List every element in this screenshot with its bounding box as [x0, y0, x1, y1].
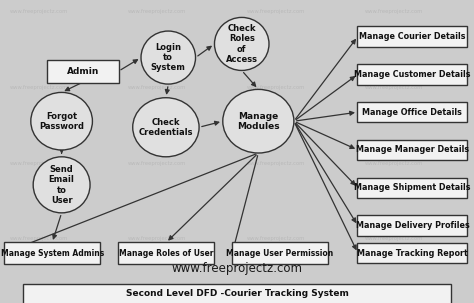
- FancyBboxPatch shape: [357, 26, 467, 47]
- Text: Manage System Admins: Manage System Admins: [0, 248, 104, 258]
- Ellipse shape: [33, 157, 90, 213]
- Text: Manage Manager Details: Manage Manager Details: [356, 145, 469, 155]
- Text: www.freeprojectz.com: www.freeprojectz.com: [128, 85, 186, 90]
- Text: Manage Tracking Report: Manage Tracking Report: [357, 248, 468, 258]
- Text: www.freeprojectz.com: www.freeprojectz.com: [365, 236, 423, 241]
- Text: www.freeprojectz.com: www.freeprojectz.com: [9, 236, 68, 241]
- Text: www.freeprojectz.com: www.freeprojectz.com: [246, 236, 305, 241]
- Text: Check
Roles
of
Access: Check Roles of Access: [226, 24, 258, 64]
- Text: Manage Roles of User: Manage Roles of User: [118, 248, 213, 258]
- Text: www.freeprojectz.com: www.freeprojectz.com: [9, 9, 68, 14]
- Text: www.freeprojectz.com: www.freeprojectz.com: [365, 9, 423, 14]
- Text: Admin: Admin: [67, 67, 99, 76]
- FancyBboxPatch shape: [357, 215, 467, 236]
- Text: Manage Delivery Profiles: Manage Delivery Profiles: [356, 221, 469, 230]
- Text: www.freeprojectz.com: www.freeprojectz.com: [246, 9, 305, 14]
- FancyBboxPatch shape: [357, 64, 467, 85]
- Text: Manage
Modules: Manage Modules: [237, 112, 280, 131]
- Text: Manage Customer Details: Manage Customer Details: [354, 70, 471, 79]
- Text: Manage User Permission: Manage User Permission: [226, 248, 333, 258]
- Ellipse shape: [141, 31, 195, 84]
- Ellipse shape: [214, 17, 269, 70]
- Text: www.freeprojectz.com: www.freeprojectz.com: [365, 85, 423, 90]
- FancyBboxPatch shape: [23, 284, 451, 303]
- Text: Check
Credentials: Check Credentials: [139, 118, 193, 137]
- FancyBboxPatch shape: [357, 140, 467, 160]
- Ellipse shape: [223, 89, 294, 153]
- Text: Manage Shipment Details: Manage Shipment Details: [354, 183, 471, 192]
- Text: www.freeprojectz.com: www.freeprojectz.com: [128, 161, 186, 166]
- FancyBboxPatch shape: [4, 242, 100, 264]
- FancyBboxPatch shape: [232, 242, 328, 264]
- Text: Send
Email
to
User: Send Email to User: [49, 165, 74, 205]
- Text: www.freeprojectz.com: www.freeprojectz.com: [172, 262, 302, 275]
- Text: Manage Office Details: Manage Office Details: [363, 108, 462, 117]
- FancyBboxPatch shape: [357, 178, 467, 198]
- Text: Manage Courier Details: Manage Courier Details: [359, 32, 465, 41]
- FancyBboxPatch shape: [357, 102, 467, 122]
- Ellipse shape: [31, 92, 92, 150]
- Text: www.freeprojectz.com: www.freeprojectz.com: [9, 85, 68, 90]
- FancyBboxPatch shape: [118, 242, 214, 264]
- FancyBboxPatch shape: [357, 243, 467, 263]
- Text: Second Level DFD -Courier Tracking System: Second Level DFD -Courier Tracking Syste…: [126, 289, 348, 298]
- Text: www.freeprojectz.com: www.freeprojectz.com: [365, 161, 423, 166]
- Text: www.freeprojectz.com: www.freeprojectz.com: [9, 161, 68, 166]
- Text: Forgot
Password: Forgot Password: [39, 112, 84, 131]
- Text: Login
to
System: Login to System: [151, 43, 186, 72]
- Ellipse shape: [133, 98, 199, 157]
- Text: www.freeprojectz.com: www.freeprojectz.com: [128, 236, 186, 241]
- FancyBboxPatch shape: [47, 60, 119, 83]
- Text: www.freeprojectz.com: www.freeprojectz.com: [128, 9, 186, 14]
- Text: www.freeprojectz.com: www.freeprojectz.com: [246, 85, 305, 90]
- Text: www.freeprojectz.com: www.freeprojectz.com: [246, 161, 305, 166]
